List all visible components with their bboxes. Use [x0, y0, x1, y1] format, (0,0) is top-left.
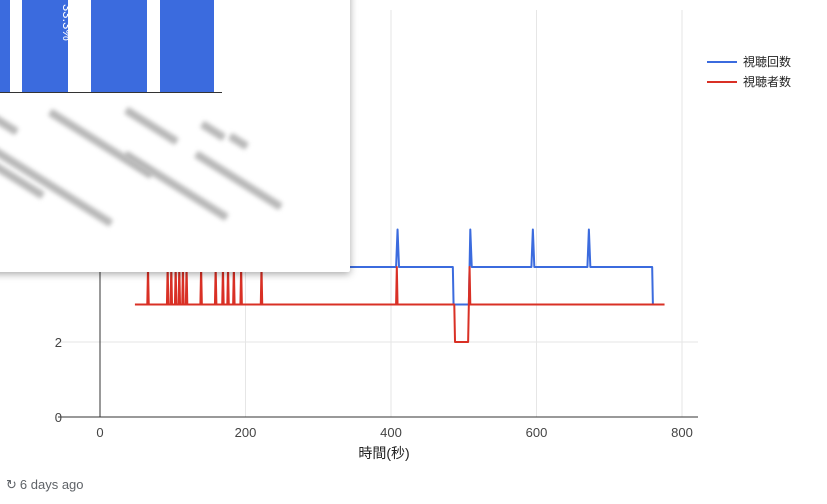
overlay-blurred-label: [227, 132, 250, 150]
timestamp-text: 6 days ago: [19, 477, 84, 492]
overlay-blurred-label: [123, 106, 180, 146]
x-tick-labels: 0 200 400 600 800: [96, 425, 692, 440]
overlay-bar-1: [0, 0, 10, 92]
y-tick-label-1: 2: [55, 335, 62, 350]
legend-label-0: 視聴回数: [743, 54, 791, 69]
overlay-bar-4: [160, 0, 214, 92]
y-tick-label-0: 0: [55, 410, 62, 425]
last-updated: ↻ 6 days ago: [6, 477, 84, 493]
overlay-baseline: [0, 92, 222, 93]
refresh-icon: ↻: [6, 477, 17, 492]
overlay-bar-label: 33.3%: [60, 4, 75, 41]
series-line-1: [134, 266, 665, 343]
x-tick-label-2: 400: [380, 425, 402, 440]
x-axis-title: 時間(秒): [358, 445, 409, 461]
x-tick-label-3: 600: [526, 425, 548, 440]
overlay-bar-2: 33.3%: [22, 0, 75, 92]
overlay-bar-3: [91, 0, 147, 92]
overlay-bar-chart-card: 33.3%: [0, 0, 350, 272]
x-tick-label-0: 0: [96, 425, 103, 440]
x-tick-label-4: 800: [671, 425, 693, 440]
legend-label-1: 視聴者数: [743, 74, 791, 89]
overlay-blurred-label: [0, 110, 19, 136]
y-tick-labels: 02: [55, 335, 62, 425]
x-tick-label-1: 200: [235, 425, 257, 440]
overlay-blurred-label: [199, 120, 227, 142]
series-line-0: [194, 228, 654, 306]
grid-lines: [58, 10, 698, 417]
